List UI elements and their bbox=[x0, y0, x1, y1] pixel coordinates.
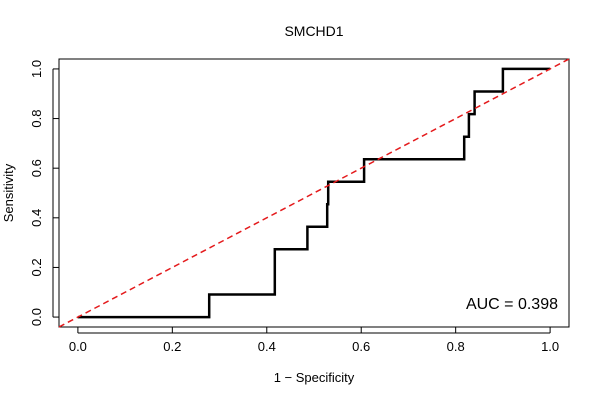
y-tick-label: 0.0 bbox=[29, 308, 44, 326]
x-axis-label: 1 − Specificity bbox=[274, 370, 355, 385]
y-tick-label: 0.2 bbox=[29, 258, 44, 276]
x-tick-label: 0.6 bbox=[352, 339, 370, 354]
chart-title: SMCHD1 bbox=[284, 23, 343, 39]
roc-curve bbox=[77, 67, 551, 319]
x-tick-label: 0.8 bbox=[447, 339, 465, 354]
y-axis-label: Sensitivity bbox=[1, 163, 16, 222]
x-tick-label: 1.0 bbox=[541, 339, 559, 354]
y-tick-label: 0.4 bbox=[29, 209, 44, 227]
y-tick-label: 0.6 bbox=[29, 159, 44, 177]
x-tick-label: 0.4 bbox=[258, 339, 276, 354]
auc-annotation: AUC = 0.398 bbox=[466, 296, 558, 313]
y-tick-label: 0.8 bbox=[29, 110, 44, 128]
reference-line bbox=[58, 58, 570, 328]
x-tick-label: 0.2 bbox=[163, 339, 181, 354]
x-tick-label: 0.0 bbox=[69, 339, 87, 354]
y-tick-label: 1.0 bbox=[29, 60, 44, 78]
plot-frame bbox=[58, 58, 570, 328]
